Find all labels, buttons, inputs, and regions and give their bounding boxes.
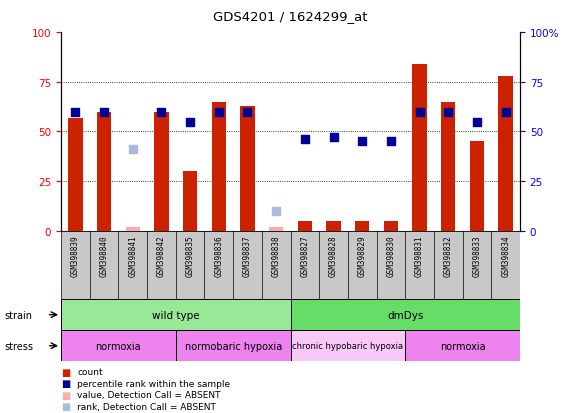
Bar xyxy=(470,142,484,231)
Text: ■: ■ xyxy=(61,378,70,388)
Text: GSM398837: GSM398837 xyxy=(243,235,252,276)
Point xyxy=(501,109,510,116)
Point xyxy=(71,109,80,116)
Text: count: count xyxy=(77,367,103,376)
Text: GSM398831: GSM398831 xyxy=(415,235,424,276)
Point xyxy=(415,109,424,116)
Bar xyxy=(269,227,284,231)
Point xyxy=(271,208,281,215)
Text: rank, Detection Call = ABSENT: rank, Detection Call = ABSENT xyxy=(77,402,216,411)
Bar xyxy=(154,112,168,231)
Point xyxy=(128,147,137,153)
Bar xyxy=(441,102,456,231)
Text: GSM398833: GSM398833 xyxy=(472,235,482,276)
Text: chronic hypobaric hypoxia: chronic hypobaric hypoxia xyxy=(292,342,403,350)
Point xyxy=(300,137,310,143)
Bar xyxy=(68,118,83,231)
Text: stress: stress xyxy=(5,341,34,351)
Text: GSM398828: GSM398828 xyxy=(329,235,338,276)
Text: GSM398830: GSM398830 xyxy=(386,235,396,276)
Text: GSM398835: GSM398835 xyxy=(185,235,195,276)
Text: percentile rank within the sample: percentile rank within the sample xyxy=(77,379,231,388)
Bar xyxy=(355,221,370,231)
Bar xyxy=(61,299,290,330)
Text: GSM398841: GSM398841 xyxy=(128,235,137,276)
Bar xyxy=(297,221,312,231)
Text: normoxia: normoxia xyxy=(95,341,141,351)
Text: ■: ■ xyxy=(61,390,70,400)
Text: GSM398827: GSM398827 xyxy=(300,235,309,276)
Point xyxy=(157,109,166,116)
Text: GSM398842: GSM398842 xyxy=(157,235,166,276)
Point xyxy=(99,109,109,116)
Text: GSM398829: GSM398829 xyxy=(358,235,367,276)
Text: GSM398834: GSM398834 xyxy=(501,235,510,276)
Point xyxy=(243,109,252,116)
Bar xyxy=(61,330,175,361)
Bar xyxy=(211,102,226,231)
Bar xyxy=(125,227,140,231)
Text: strain: strain xyxy=(5,310,33,320)
Point xyxy=(472,119,482,126)
Bar xyxy=(327,221,340,231)
Point xyxy=(329,135,338,141)
Point xyxy=(444,109,453,116)
Text: ■: ■ xyxy=(61,401,70,411)
Bar xyxy=(406,330,520,361)
Text: GSM398838: GSM398838 xyxy=(272,235,281,276)
Point xyxy=(357,139,367,145)
Bar xyxy=(183,172,198,231)
Text: normoxia: normoxia xyxy=(440,341,486,351)
Text: GSM398836: GSM398836 xyxy=(214,235,223,276)
Bar xyxy=(498,77,513,231)
Text: value, Detection Call = ABSENT: value, Detection Call = ABSENT xyxy=(77,390,221,399)
Text: GDS4201 / 1624299_at: GDS4201 / 1624299_at xyxy=(213,10,368,23)
Bar xyxy=(175,330,290,361)
Point xyxy=(214,109,224,116)
Bar xyxy=(413,65,427,231)
Bar xyxy=(290,299,520,330)
Bar xyxy=(97,112,111,231)
Bar xyxy=(241,107,254,231)
Text: GSM398832: GSM398832 xyxy=(444,235,453,276)
Bar xyxy=(290,330,406,361)
Bar xyxy=(383,221,398,231)
Text: normobaric hypoxia: normobaric hypoxia xyxy=(185,341,282,351)
Point xyxy=(185,119,195,126)
Text: GSM398840: GSM398840 xyxy=(99,235,109,276)
Text: GSM398839: GSM398839 xyxy=(71,235,80,276)
Text: dmDys: dmDys xyxy=(387,310,424,320)
Text: wild type: wild type xyxy=(152,310,199,320)
Point xyxy=(386,139,396,145)
Text: ■: ■ xyxy=(61,367,70,377)
